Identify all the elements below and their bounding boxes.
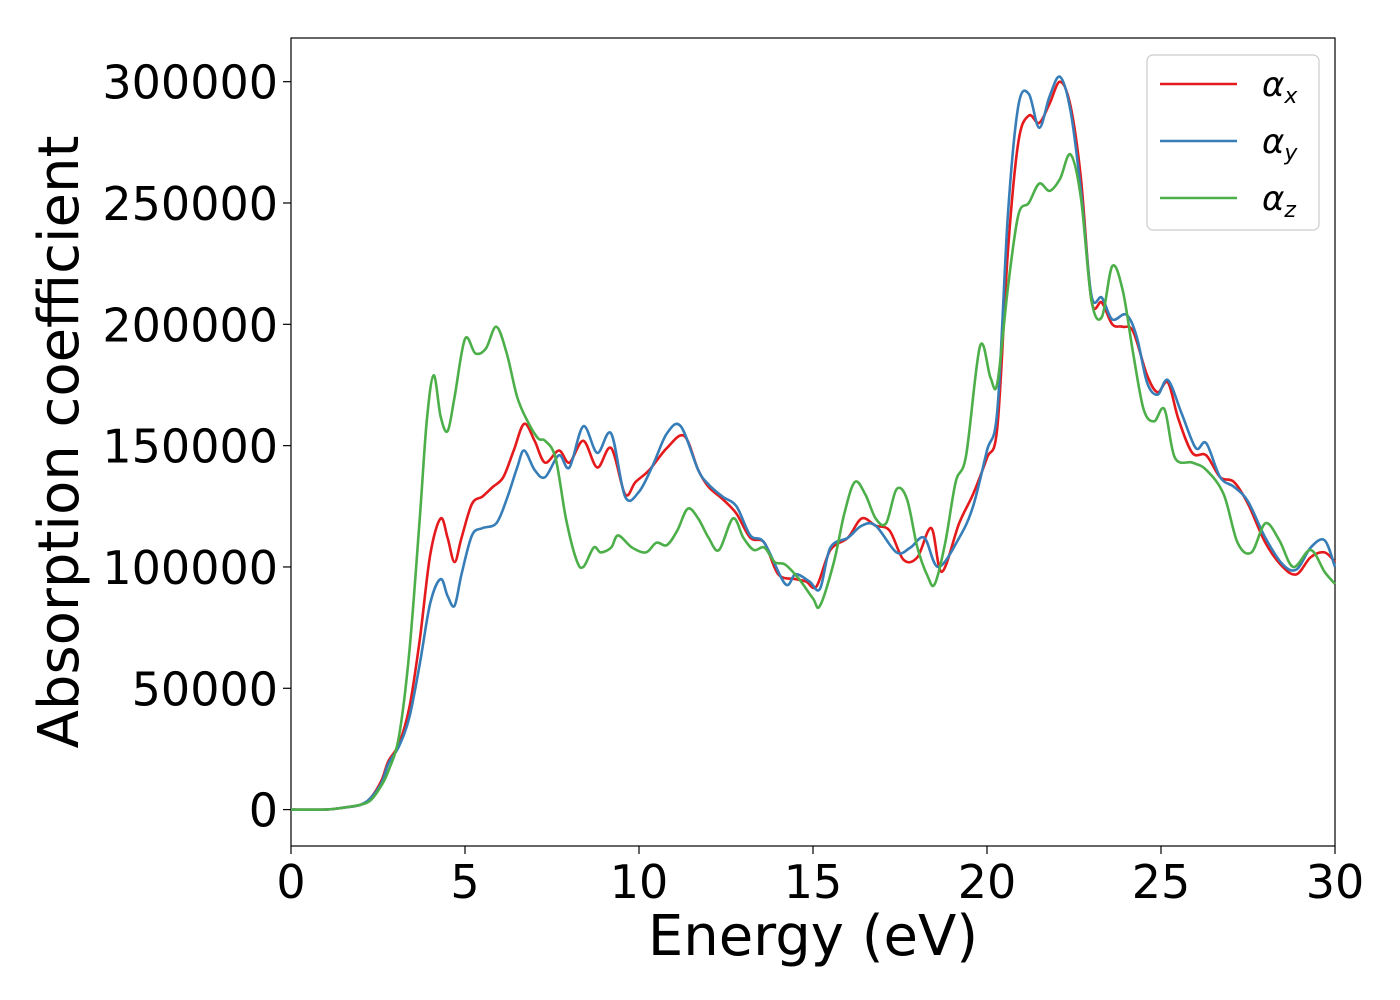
y-tick-label: 250000 bbox=[102, 177, 278, 231]
x-tick-label: 0 bbox=[276, 855, 305, 909]
legend-subscript: y bbox=[1283, 141, 1298, 166]
x-tick-label: 15 bbox=[784, 855, 843, 909]
legend-symbol: α bbox=[1262, 179, 1284, 219]
y-tick-label: 150000 bbox=[102, 420, 278, 474]
series-line-z bbox=[290, 153, 1336, 812]
legend-symbol: α bbox=[1262, 65, 1284, 105]
legend-label-z: αz bbox=[1262, 179, 1296, 223]
y-tick-label: 0 bbox=[249, 784, 278, 838]
series-line-x bbox=[290, 80, 1336, 812]
legend-subscript: z bbox=[1283, 198, 1296, 223]
y-tick-label: 50000 bbox=[132, 662, 278, 716]
y-tick-label: 100000 bbox=[102, 541, 278, 595]
x-tick-label: 30 bbox=[1306, 855, 1365, 909]
legend-label-x: αx bbox=[1262, 65, 1298, 109]
legend-label-y: αy bbox=[1262, 122, 1298, 166]
x-tick-label: 20 bbox=[958, 855, 1017, 909]
y-axis-label: Absorption coefficient bbox=[27, 136, 92, 749]
legend-symbol: α bbox=[1262, 122, 1284, 162]
x-axis-label: Energy (eV) bbox=[648, 904, 978, 969]
legend-subscript: x bbox=[1283, 84, 1298, 109]
y-tick-label: 200000 bbox=[102, 298, 278, 352]
y-axis-ticks: 0 50000 100000 150000 200000 250000 300000 bbox=[102, 56, 291, 838]
y-tick-label: 300000 bbox=[102, 56, 278, 110]
x-axis-ticks: 0 5 10 15 20 25 30 bbox=[276, 846, 1364, 909]
legend-box bbox=[1146, 54, 1320, 231]
series-lines bbox=[290, 75, 1337, 812]
x-tick-label: 10 bbox=[610, 855, 669, 909]
x-tick-label: 5 bbox=[450, 855, 479, 909]
series-line-y bbox=[290, 75, 1337, 812]
x-tick-label: 25 bbox=[1132, 855, 1191, 909]
